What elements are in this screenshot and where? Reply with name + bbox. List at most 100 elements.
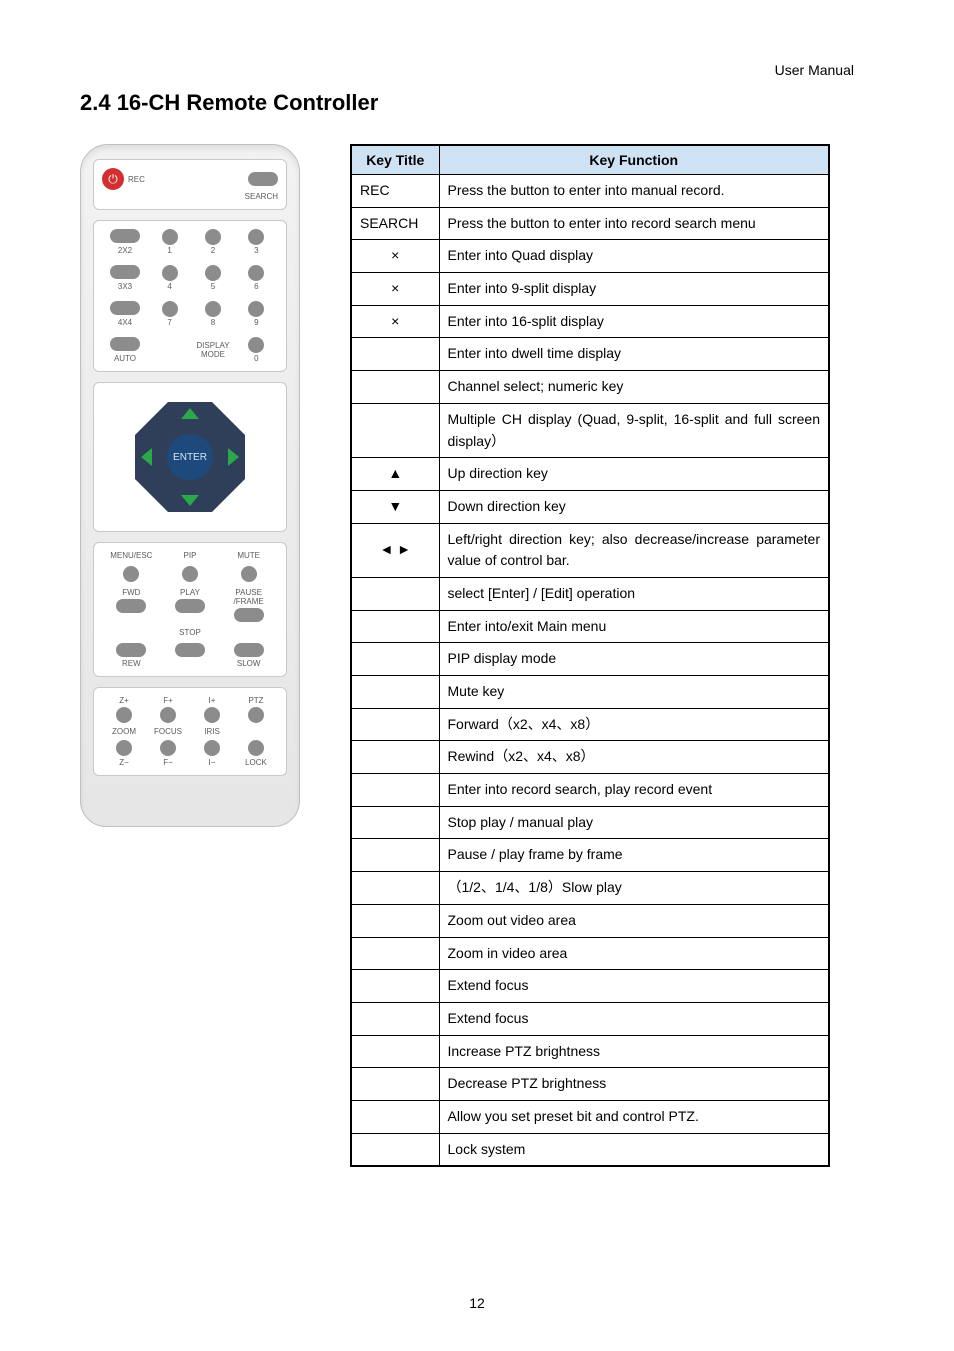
num-key: 6 [248, 265, 264, 291]
th-key-title: Key Title [351, 145, 439, 175]
cell-key-function: PIP display mode [439, 643, 829, 676]
table-row: ×Enter into Quad display [351, 240, 829, 273]
cell-key-title: ▼ [351, 490, 439, 523]
cell-key-title [351, 1133, 439, 1166]
stop-label: STOP [179, 628, 201, 637]
cell-key-title [351, 610, 439, 643]
cell-key-function: select [Enter] / [Edit] operation [439, 577, 829, 610]
table-row: RECPress the button to enter into manual… [351, 175, 829, 208]
table-row: ◄ ►Left/right direction key; also decrea… [351, 523, 829, 577]
table-row: Enter into/exit Main menu [351, 610, 829, 643]
table-row: Enter into dwell time display [351, 338, 829, 371]
dpad: ENTER [135, 402, 245, 512]
remote-dpad-panel: ENTER [93, 382, 287, 532]
cell-key-title [351, 338, 439, 371]
ptz-cell: F− [160, 740, 176, 767]
cell-key-title [351, 904, 439, 937]
cell-key-title: × [351, 273, 439, 306]
table-row: Rewind（x2、x4、x8） [351, 741, 829, 774]
cell-key-title [351, 577, 439, 610]
cell-key-title [351, 1035, 439, 1068]
cell-key-title [351, 643, 439, 676]
page-number: 12 [469, 1295, 485, 1311]
cell-key-function: Extend focus [439, 1002, 829, 1035]
transport-label: MUTE [237, 551, 260, 560]
cell-key-title [351, 741, 439, 774]
num-key: 8 [205, 301, 221, 327]
table-row: Increase PTZ brightness [351, 1035, 829, 1068]
cell-key-title: ▲ [351, 458, 439, 491]
cell-key-function: Mute key [439, 676, 829, 709]
num-key: 7 [162, 301, 178, 327]
cell-key-function: Left/right direction key; also decrease/… [439, 523, 829, 577]
cell-key-function: Decrease PTZ brightness [439, 1068, 829, 1101]
transport-button: SLOW [234, 643, 264, 668]
table-row: Stop play / manual play [351, 806, 829, 839]
table-row: Decrease PTZ brightness [351, 1068, 829, 1101]
ptz-cell: PTZ [248, 696, 264, 723]
num-key: 1 [162, 229, 178, 255]
ptz-cell: LOCK [245, 740, 267, 767]
transport-button: PLAY [175, 588, 205, 622]
table-row: Extend focus [351, 970, 829, 1003]
cell-key-function: Multiple CH display (Quad, 9-split, 16-s… [439, 403, 829, 457]
search-button [248, 172, 278, 186]
ptz-cell: F+ [160, 696, 176, 723]
cell-key-function: Stop play / manual play [439, 806, 829, 839]
remote-top-panel: ⏻ REC SEARCH [93, 159, 287, 210]
cell-key-function: Press the button to enter into manual re… [439, 175, 829, 208]
section-title: 2.4 16-CH Remote Controller [80, 90, 874, 116]
table-row: Zoom in video area [351, 937, 829, 970]
mode-button: 4X4 [110, 301, 140, 327]
transport-button [241, 566, 257, 582]
table-row: Allow you set preset bit and control PTZ… [351, 1100, 829, 1133]
ptz-cell: Z− [116, 740, 132, 767]
table-row: ▼Down direction key [351, 490, 829, 523]
cell-key-function: Up direction key [439, 458, 829, 491]
key-function-table: Key Title Key Function RECPress the butt… [350, 144, 830, 1167]
table-row: Forward（x2、x4、x8） [351, 708, 829, 741]
cell-key-function: Enter into/exit Main menu [439, 610, 829, 643]
cell-key-function: Enter into 9-split display [439, 273, 829, 306]
ptz-cell: FOCUS [154, 727, 182, 736]
cell-key-title [351, 937, 439, 970]
cell-key-function: Enter into 16-split display [439, 305, 829, 338]
num-key: 9 [248, 301, 264, 327]
cell-key-function: Channel select; numeric key [439, 371, 829, 404]
cell-key-function: Allow you set preset bit and control PTZ… [439, 1100, 829, 1133]
mode-button: 3X3 [110, 265, 140, 291]
num-key: 4 [162, 265, 178, 291]
cell-key-function: Enter into dwell time display [439, 338, 829, 371]
num-key: 5 [205, 265, 221, 291]
table-row: select [Enter] / [Edit] operation [351, 577, 829, 610]
table-row: ×Enter into 9-split display [351, 273, 829, 306]
transport-button: PAUSE /FRAME [234, 588, 264, 622]
cell-key-title [351, 403, 439, 457]
content-row: ⏻ REC SEARCH 2X21233X34564X4789AUTODISPL… [80, 144, 874, 1167]
th-key-function: Key Function [439, 145, 829, 175]
mode-button: 2X2 [110, 229, 140, 255]
transport-button: REW [116, 643, 146, 668]
enter-button: ENTER [167, 434, 213, 480]
table-row: PIP display mode [351, 643, 829, 676]
cell-key-function: Increase PTZ brightness [439, 1035, 829, 1068]
table-row: Lock system [351, 1133, 829, 1166]
transport-button [182, 566, 198, 582]
table-row: SEARCHPress the button to enter into rec… [351, 207, 829, 240]
num-key: 3 [248, 229, 264, 255]
cell-key-title [351, 872, 439, 905]
cell-key-function: Forward（x2、x4、x8） [439, 708, 829, 741]
cell-key-function: Enter into Quad display [439, 240, 829, 273]
remote-controller: ⏻ REC SEARCH 2X21233X34564X4789AUTODISPL… [80, 144, 300, 827]
remote-number-panel: 2X21233X34564X4789AUTODISPLAY MODE0 [93, 220, 287, 372]
arrow-up-icon [181, 408, 199, 419]
cell-key-function: （1/2、1/4、1/8）Slow play [439, 872, 829, 905]
remote-ptz-panel: Z+F+I+PTZZOOMFOCUSIRISZ−F−I−LOCK [93, 687, 287, 776]
arrow-right-icon [228, 448, 239, 466]
cell-key-title [351, 1100, 439, 1133]
cell-key-function: Lock system [439, 1133, 829, 1166]
transport-label: MENU/ESC [110, 551, 152, 560]
cell-key-function: Down direction key [439, 490, 829, 523]
power-icon: ⏻ [102, 168, 124, 190]
search-label: SEARCH [102, 192, 278, 201]
